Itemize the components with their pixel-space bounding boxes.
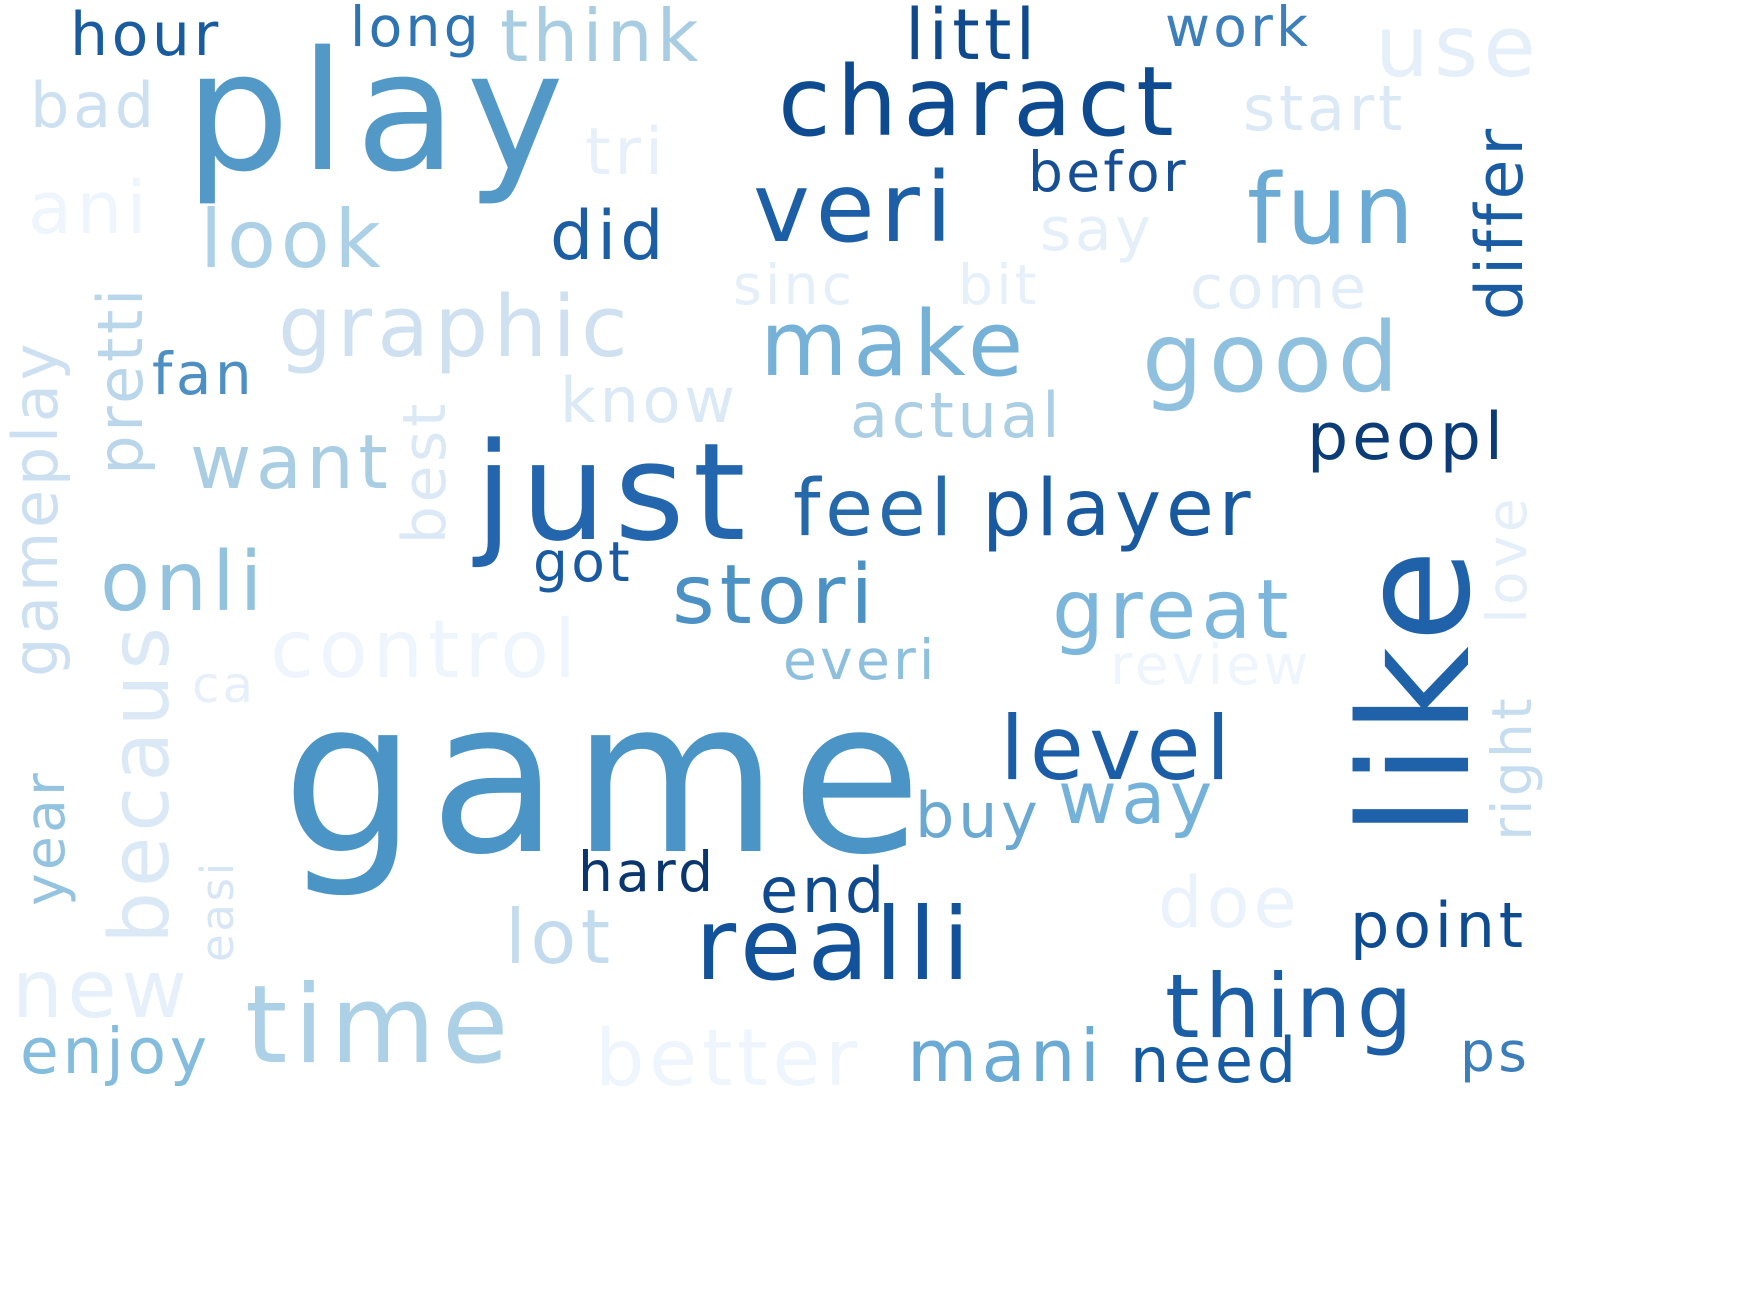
- word-stori: stori: [672, 548, 879, 643]
- word-mani: mani: [907, 1014, 1105, 1098]
- word-littl: littl: [905, 0, 1040, 76]
- word-buy: buy: [915, 779, 1042, 852]
- word-peopl: peopl: [1307, 400, 1507, 475]
- word-ani: ani: [28, 166, 151, 250]
- word-player: player: [982, 464, 1256, 554]
- word-bad: bad: [30, 69, 158, 142]
- word-use: use: [1375, 0, 1541, 97]
- word-fan: fan: [152, 340, 256, 408]
- word-realli: realli: [695, 886, 977, 1003]
- word-way: way: [1058, 756, 1217, 840]
- word-got: got: [533, 530, 634, 594]
- word-ps: ps: [1460, 1020, 1531, 1084]
- word-control: control: [270, 603, 581, 696]
- word-come: come: [1190, 253, 1370, 323]
- word-work: work: [1165, 0, 1312, 59]
- word-level: level: [1000, 697, 1236, 800]
- word-point: point: [1350, 889, 1527, 962]
- word-doe: doe: [1158, 862, 1301, 944]
- word-start: start: [1243, 72, 1407, 145]
- word-lot: lot: [505, 893, 615, 981]
- word-look: look: [200, 193, 386, 286]
- word-game: game: [282, 654, 935, 901]
- word-end: end: [760, 854, 888, 927]
- word-better: better: [595, 1014, 862, 1104]
- word-hour: hour: [70, 0, 222, 70]
- word-say: say: [1040, 195, 1155, 265]
- word-everi: everi: [783, 628, 938, 692]
- word-ca: ca: [192, 656, 257, 714]
- word-long: long: [350, 0, 482, 59]
- word-actual: actual: [850, 379, 1064, 452]
- word-best: best: [390, 400, 460, 545]
- word-onli: onli: [100, 535, 268, 630]
- word-easi: easi: [191, 860, 244, 963]
- word-enjoy: enjoy: [20, 1015, 211, 1088]
- word-did: did: [550, 197, 668, 276]
- word-pretti: pretti: [84, 285, 157, 475]
- word-differ: differ: [1463, 125, 1538, 321]
- word-feel: feel: [793, 464, 957, 554]
- word-becaus: becaus: [93, 622, 188, 945]
- word-fun: fun: [1247, 154, 1420, 266]
- word-great: great: [1052, 563, 1294, 658]
- word-bit: bit: [958, 253, 1040, 317]
- word-right: right: [1480, 695, 1544, 841]
- word-befor: befor: [1028, 140, 1189, 204]
- word-need: need: [1130, 1024, 1300, 1097]
- word-graphic: graphic: [278, 278, 633, 377]
- word-veri: veri: [753, 152, 959, 264]
- word-love: love: [1475, 495, 1539, 624]
- word-new: new: [12, 943, 192, 1036]
- word-charact: charact: [778, 46, 1180, 158]
- word-want: want: [190, 418, 393, 506]
- word-make: make: [760, 292, 1029, 397]
- word-good: good: [1142, 302, 1405, 414]
- word-tri: tri: [585, 115, 667, 190]
- word-hard: hard: [578, 840, 717, 904]
- word-gameplay: gameplay: [0, 340, 72, 677]
- word-sinc: sinc: [733, 253, 856, 317]
- word-time: time: [245, 963, 515, 1088]
- word-play: play: [185, 16, 574, 208]
- word-think: think: [500, 0, 703, 78]
- word-know: know: [560, 364, 739, 437]
- word-year: year: [13, 770, 77, 906]
- word-thing: thing: [1165, 955, 1418, 1058]
- word-just: just: [475, 414, 754, 571]
- word-review: review: [1110, 633, 1312, 697]
- word-like: like: [1327, 540, 1504, 838]
